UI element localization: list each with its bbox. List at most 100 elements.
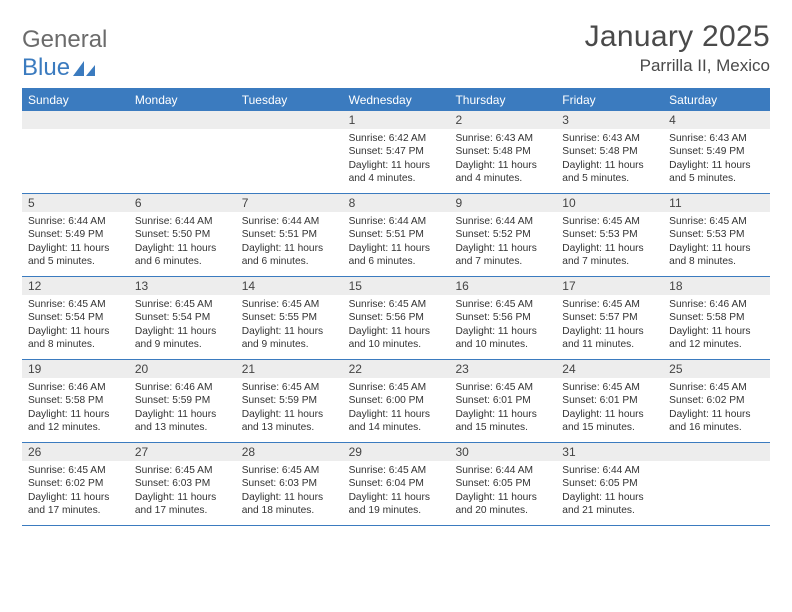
day-number: 9 [449,194,556,212]
sunset-text: Sunset: 6:02 PM [669,395,744,406]
day-number: 20 [129,360,236,378]
day-details: Sunrise: 6:44 AMSunset: 5:49 PMDaylight:… [22,212,129,273]
day-number: 24 [556,360,663,378]
day-number: 19 [22,360,129,378]
day-number: 6 [129,194,236,212]
calendar-cell: 30Sunrise: 6:44 AMSunset: 6:05 PMDayligh… [449,443,556,525]
daylight-text: Daylight: 11 hours and 20 minutes. [455,492,536,516]
daylight-text: Daylight: 11 hours and 21 minutes. [562,492,643,516]
sunset-text: Sunset: 5:48 PM [562,146,637,157]
sunset-text: Sunset: 6:05 PM [455,478,530,489]
logo: General Blue [22,26,107,82]
calendar-cell: 17Sunrise: 6:45 AMSunset: 5:57 PMDayligh… [556,277,663,359]
sunrise-text: Sunrise: 6:44 AM [28,216,106,227]
day-details: Sunrise: 6:44 AMSunset: 6:05 PMDaylight:… [556,461,663,522]
daylight-text: Daylight: 11 hours and 19 minutes. [349,492,430,516]
daylight-text: Daylight: 11 hours and 12 minutes. [28,409,109,433]
daylight-text: Daylight: 11 hours and 6 minutes. [135,243,216,267]
day-number: 18 [663,277,770,295]
day-number: 1 [343,111,450,129]
day-details: Sunrise: 6:45 AMSunset: 5:57 PMDaylight:… [556,295,663,356]
calendar-cell [22,111,129,193]
daylight-text: Daylight: 11 hours and 13 minutes. [135,409,216,433]
sunset-text: Sunset: 5:57 PM [562,312,637,323]
day-details: Sunrise: 6:45 AMSunset: 5:54 PMDaylight:… [22,295,129,356]
daylight-text: Daylight: 11 hours and 17 minutes. [135,492,216,516]
location-label: Parrilla II, Mexico [585,56,770,76]
calendar-cell [129,111,236,193]
day-header: Monday [129,89,236,111]
calendar-cell: 22Sunrise: 6:45 AMSunset: 6:00 PMDayligh… [343,360,450,442]
daylight-text: Daylight: 11 hours and 5 minutes. [669,160,750,184]
calendar-cell: 12Sunrise: 6:45 AMSunset: 5:54 PMDayligh… [22,277,129,359]
calendar-week: 12Sunrise: 6:45 AMSunset: 5:54 PMDayligh… [22,277,770,360]
day-details: Sunrise: 6:45 AMSunset: 5:53 PMDaylight:… [556,212,663,273]
sunrise-text: Sunrise: 6:45 AM [562,382,640,393]
sunset-text: Sunset: 5:51 PM [349,229,424,240]
sunrise-text: Sunrise: 6:46 AM [28,382,106,393]
daylight-text: Daylight: 11 hours and 9 minutes. [135,326,216,350]
sunset-text: Sunset: 5:47 PM [349,146,424,157]
sunset-text: Sunset: 5:56 PM [349,312,424,323]
sunrise-text: Sunrise: 6:45 AM [242,465,320,476]
calendar-cell: 29Sunrise: 6:45 AMSunset: 6:04 PMDayligh… [343,443,450,525]
day-details: Sunrise: 6:46 AMSunset: 5:59 PMDaylight:… [129,378,236,439]
sunset-text: Sunset: 5:59 PM [242,395,317,406]
day-number: 14 [236,277,343,295]
calendar-week: 5Sunrise: 6:44 AMSunset: 5:49 PMDaylight… [22,194,770,277]
day-details: Sunrise: 6:44 AMSunset: 5:50 PMDaylight:… [129,212,236,273]
sunrise-text: Sunrise: 6:45 AM [455,299,533,310]
sunrise-text: Sunrise: 6:44 AM [455,465,533,476]
sunrise-text: Sunrise: 6:45 AM [455,382,533,393]
daylight-text: Daylight: 11 hours and 17 minutes. [28,492,109,516]
daylight-text: Daylight: 11 hours and 6 minutes. [242,243,323,267]
calendar-cell: 13Sunrise: 6:45 AMSunset: 5:54 PMDayligh… [129,277,236,359]
day-details: Sunrise: 6:46 AMSunset: 5:58 PMDaylight:… [22,378,129,439]
day-details: Sunrise: 6:43 AMSunset: 5:48 PMDaylight:… [449,129,556,190]
sunrise-text: Sunrise: 6:45 AM [349,299,427,310]
day-details: Sunrise: 6:45 AMSunset: 6:02 PMDaylight:… [663,378,770,439]
day-number [236,111,343,129]
daylight-text: Daylight: 11 hours and 10 minutes. [349,326,430,350]
calendar-cell: 31Sunrise: 6:44 AMSunset: 6:05 PMDayligh… [556,443,663,525]
sunset-text: Sunset: 5:50 PM [135,229,210,240]
sunrise-text: Sunrise: 6:44 AM [455,216,533,227]
calendar-cell [663,443,770,525]
day-header: Wednesday [343,89,450,111]
calendar-cell: 21Sunrise: 6:45 AMSunset: 5:59 PMDayligh… [236,360,343,442]
day-details: Sunrise: 6:45 AMSunset: 6:03 PMDaylight:… [129,461,236,522]
daylight-text: Daylight: 11 hours and 4 minutes. [455,160,536,184]
day-details: Sunrise: 6:44 AMSunset: 5:52 PMDaylight:… [449,212,556,273]
sunrise-text: Sunrise: 6:45 AM [242,382,320,393]
calendar-week: 1Sunrise: 6:42 AMSunset: 5:47 PMDaylight… [22,111,770,194]
calendar-cell: 16Sunrise: 6:45 AMSunset: 5:56 PMDayligh… [449,277,556,359]
logo-sail-icon [73,59,99,77]
day-header: Sunday [22,89,129,111]
day-details: Sunrise: 6:45 AMSunset: 6:01 PMDaylight:… [449,378,556,439]
sunrise-text: Sunrise: 6:45 AM [135,299,213,310]
calendar-cell: 3Sunrise: 6:43 AMSunset: 5:48 PMDaylight… [556,111,663,193]
day-details: Sunrise: 6:45 AMSunset: 6:02 PMDaylight:… [22,461,129,522]
calendar-cell: 10Sunrise: 6:45 AMSunset: 5:53 PMDayligh… [556,194,663,276]
daylight-text: Daylight: 11 hours and 16 minutes. [669,409,750,433]
sunset-text: Sunset: 6:00 PM [349,395,424,406]
day-number: 4 [663,111,770,129]
calendar-cell: 24Sunrise: 6:45 AMSunset: 6:01 PMDayligh… [556,360,663,442]
sunrise-text: Sunrise: 6:46 AM [135,382,213,393]
day-number: 25 [663,360,770,378]
sunset-text: Sunset: 6:04 PM [349,478,424,489]
sunrise-text: Sunrise: 6:45 AM [349,382,427,393]
sunset-text: Sunset: 6:05 PM [562,478,637,489]
day-number: 8 [343,194,450,212]
sunrise-text: Sunrise: 6:45 AM [669,216,747,227]
day-number: 27 [129,443,236,461]
sunrise-text: Sunrise: 6:45 AM [562,216,640,227]
sunset-text: Sunset: 5:54 PM [135,312,210,323]
day-details: Sunrise: 6:45 AMSunset: 6:04 PMDaylight:… [343,461,450,522]
sunset-text: Sunset: 5:58 PM [669,312,744,323]
sunrise-text: Sunrise: 6:44 AM [349,216,427,227]
daylight-text: Daylight: 11 hours and 15 minutes. [562,409,643,433]
sunrise-text: Sunrise: 6:45 AM [242,299,320,310]
sunset-text: Sunset: 6:02 PM [28,478,103,489]
calendar-week: 19Sunrise: 6:46 AMSunset: 5:58 PMDayligh… [22,360,770,443]
